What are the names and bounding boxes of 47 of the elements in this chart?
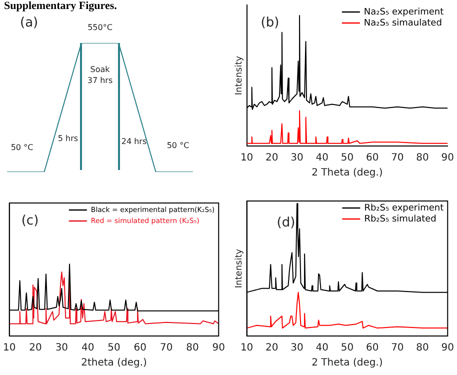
x-tick-label: 50: [108, 342, 120, 354]
x-tick-label: 60: [366, 152, 379, 164]
y-axis-title: Intensity: [234, 248, 245, 288]
text: (a): [20, 15, 38, 30]
x-tick-label: 40: [316, 342, 328, 354]
x-tick-label: 30: [290, 152, 304, 164]
annotation: 50 °C: [166, 141, 190, 150]
x-tick-label: 20: [266, 342, 278, 354]
chart-title: Supplementary Figures.: [4, 0, 117, 12]
x-tick-label: 80: [416, 152, 429, 164]
x-tick-label: 30: [55, 342, 68, 354]
x-tick-label: 90: [441, 152, 454, 164]
legend-label: Na₂S₅ experiment: [364, 7, 444, 18]
annotation: 24 hrs: [121, 137, 147, 146]
text: 550°C: [88, 23, 113, 32]
annotation: Soak 37 hrs: [87, 65, 113, 86]
x-tick-label: 10: [240, 152, 254, 164]
legend-label: Rb₂S₅ experiment: [364, 203, 444, 214]
x-tick-label: 40: [316, 152, 328, 164]
x-tick-label: 20: [29, 342, 42, 354]
x-tick-label: 50: [340, 342, 354, 354]
x-tick-label: 80: [186, 342, 199, 354]
x-tick-label: 90: [441, 342, 454, 354]
x-tick-label: 70: [160, 342, 173, 354]
x-axis-title: 2 Theta (deg.): [312, 168, 383, 179]
annotation: (d): [276, 215, 296, 230]
legend-label: Rb₂S₅ simulated: [364, 214, 436, 224]
x-tick-label: 80: [416, 342, 429, 354]
y-axis-title: Intensity: [234, 55, 245, 96]
text: (c): [21, 213, 39, 228]
x-tick-label: 70: [391, 342, 404, 354]
annotation: (b): [260, 15, 280, 30]
annotation: 5 hrs: [58, 134, 78, 144]
x-tick-label: 20: [266, 152, 278, 164]
x-tick-label: 60: [134, 342, 147, 354]
x-tick-label: 70: [391, 152, 404, 164]
x-tick-label: 10: [2, 342, 16, 354]
x-axis-title: 2theta (deg.): [81, 358, 148, 369]
legend-label: Na₂S₅ simaulated: [364, 18, 442, 28]
x-tick-label: 50: [340, 152, 354, 164]
annotation: 50 °C: [10, 143, 34, 152]
x-tick-label: 10: [240, 342, 254, 354]
x-tick-label: 40: [81, 342, 94, 354]
x-axis-title: 2 Theta (deg.): [312, 358, 383, 369]
x-tick-label: 60: [366, 342, 379, 354]
x-tick-label: 90: [212, 342, 226, 354]
x-tick-label: 30: [290, 342, 304, 354]
